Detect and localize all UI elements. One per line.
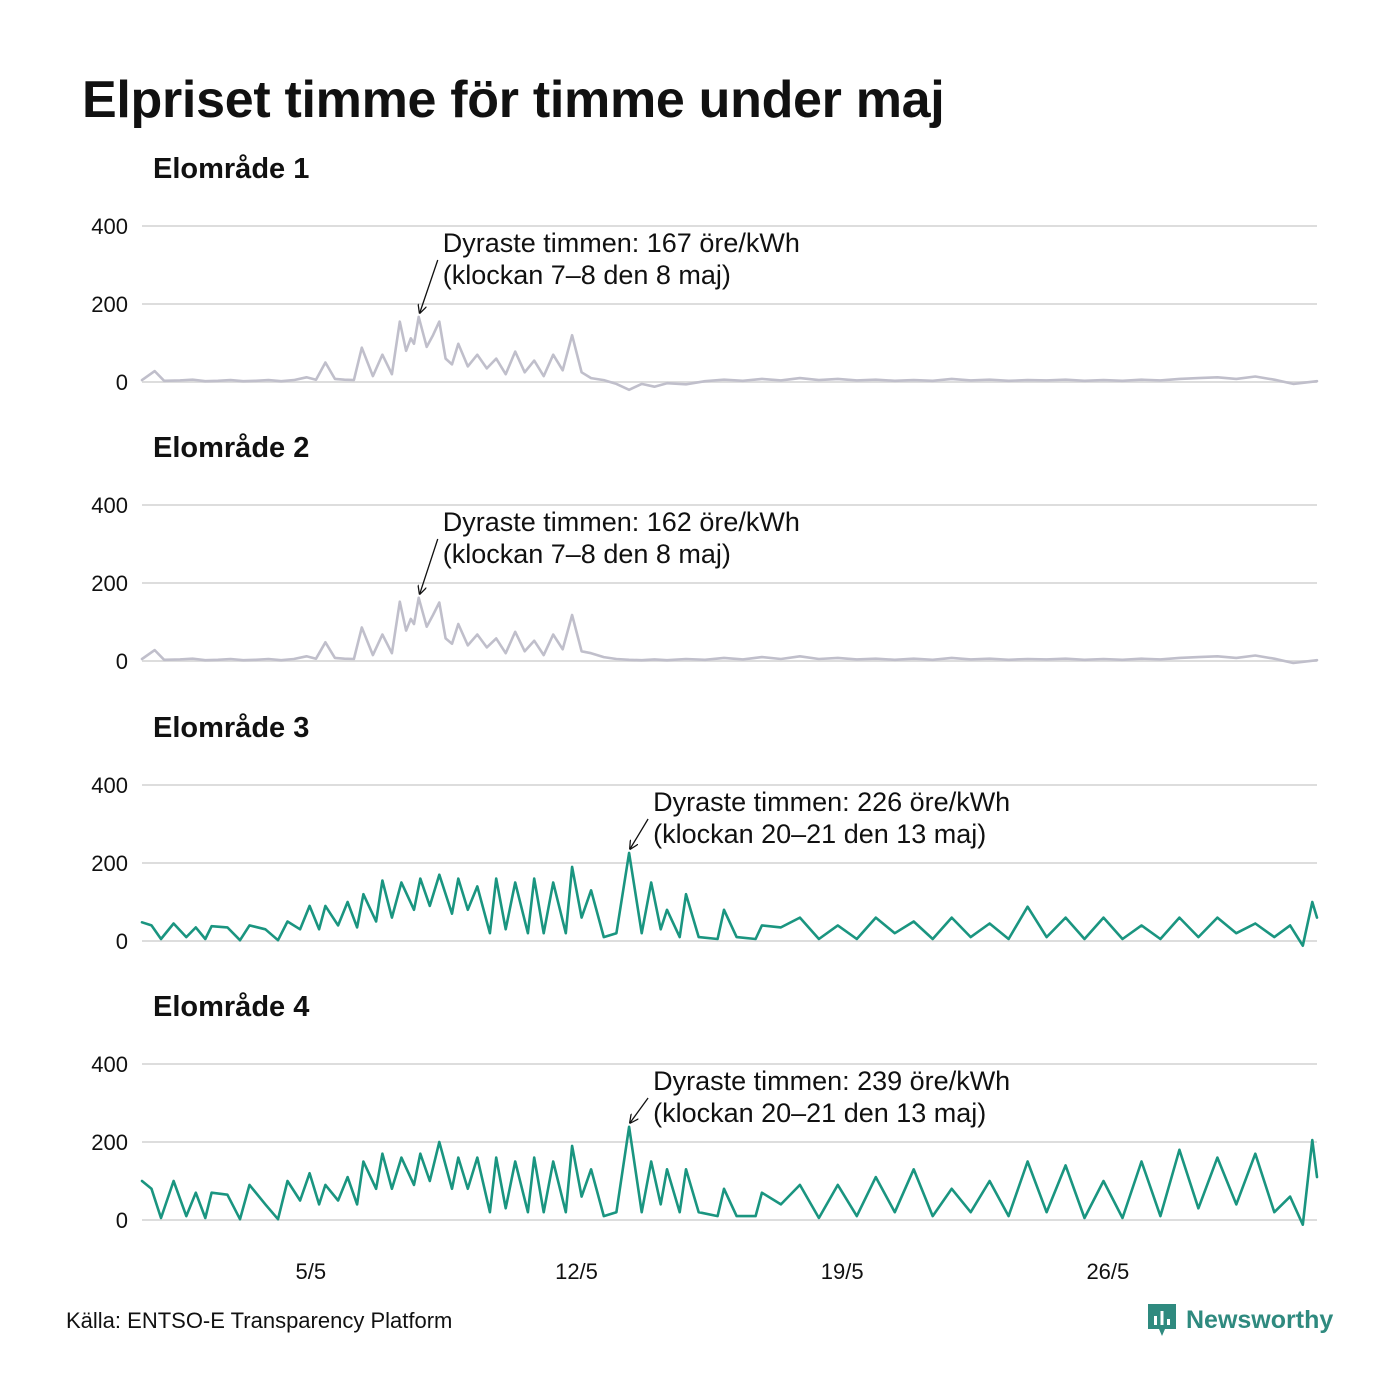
x-tick-label: 19/5 xyxy=(821,1259,864,1284)
panel-title: Elområde 3 xyxy=(153,712,309,744)
annotation-arrow xyxy=(630,818,649,849)
annotation-line1: Dyraste timmen: 226 öre/kWh xyxy=(653,787,1010,817)
chart-title: Elpriset timme för timme under maj xyxy=(82,71,945,129)
annotation-arrow xyxy=(420,259,439,313)
y-tick-label: 400 xyxy=(91,773,128,798)
panel-title: Elområde 1 xyxy=(153,153,309,185)
y-tick-label: 200 xyxy=(91,851,128,876)
annotation-arrow xyxy=(630,1097,649,1123)
annotation-line1: Dyraste timmen: 162 öre/kWh xyxy=(443,507,800,537)
y-tick-label: 200 xyxy=(91,571,128,596)
panel-1: Elområde 1 0 200 400 Dyraste timmen: 167 öre… xyxy=(91,153,1319,395)
annotation-line2: (klockan 20–21 den 13 maj) xyxy=(653,819,986,849)
x-tick-label: 26/5 xyxy=(1086,1259,1129,1284)
annotation-arrow xyxy=(420,538,439,594)
y-tick-label: 0 xyxy=(116,1208,128,1233)
y-tick-label: 400 xyxy=(91,1052,128,1077)
brand-logo[interactable]: Newsworthy xyxy=(1146,1302,1333,1338)
x-tick-label: 12/5 xyxy=(555,1259,598,1284)
brand-chart-icon xyxy=(1148,1304,1176,1336)
annotation-line1: Dyraste timmen: 167 öre/kWh xyxy=(443,228,800,258)
panel-4: Elområde 4 0 200 400 Dyraste timmen: 239 öre… xyxy=(91,991,1319,1233)
y-tick-label: 0 xyxy=(116,929,128,954)
x-tick-label: 5/5 xyxy=(296,1259,327,1284)
panel-3: Elområde 3 0 200 400 Dyraste timmen: 226 öre… xyxy=(91,712,1319,954)
annotation-line2: (klockan 7–8 den 8 maj) xyxy=(443,260,731,290)
brand-name: Newsworthy xyxy=(1186,1305,1334,1334)
annotation-line1: Dyraste timmen: 239 öre/kWh xyxy=(653,1066,1010,1096)
x-axis: 5/5 12/5 19/5 26/5 xyxy=(296,1259,1130,1284)
annotation-line2: (klockan 20–21 den 13 maj) xyxy=(653,1098,986,1128)
y-tick-label: 0 xyxy=(116,370,128,395)
source-note: Källa: ENTSO-E Transparency Platform xyxy=(66,1308,453,1333)
y-tick-label: 400 xyxy=(91,214,128,239)
panel-title: Elområde 4 xyxy=(153,991,309,1023)
y-tick-label: 0 xyxy=(116,649,128,674)
annotation-line2: (klockan 7–8 den 8 maj) xyxy=(443,539,731,569)
series-line xyxy=(140,851,1319,948)
series-line xyxy=(140,1125,1319,1226)
y-tick-label: 400 xyxy=(91,493,128,518)
y-tick-label: 200 xyxy=(91,1130,128,1155)
series-line xyxy=(140,596,1319,665)
y-tick-label: 200 xyxy=(91,292,128,317)
panel-2: Elområde 2 0 200 400 Dyraste timmen: 162 öre… xyxy=(91,432,1319,674)
series-line xyxy=(140,315,1319,392)
panel-title: Elområde 2 xyxy=(153,432,309,464)
